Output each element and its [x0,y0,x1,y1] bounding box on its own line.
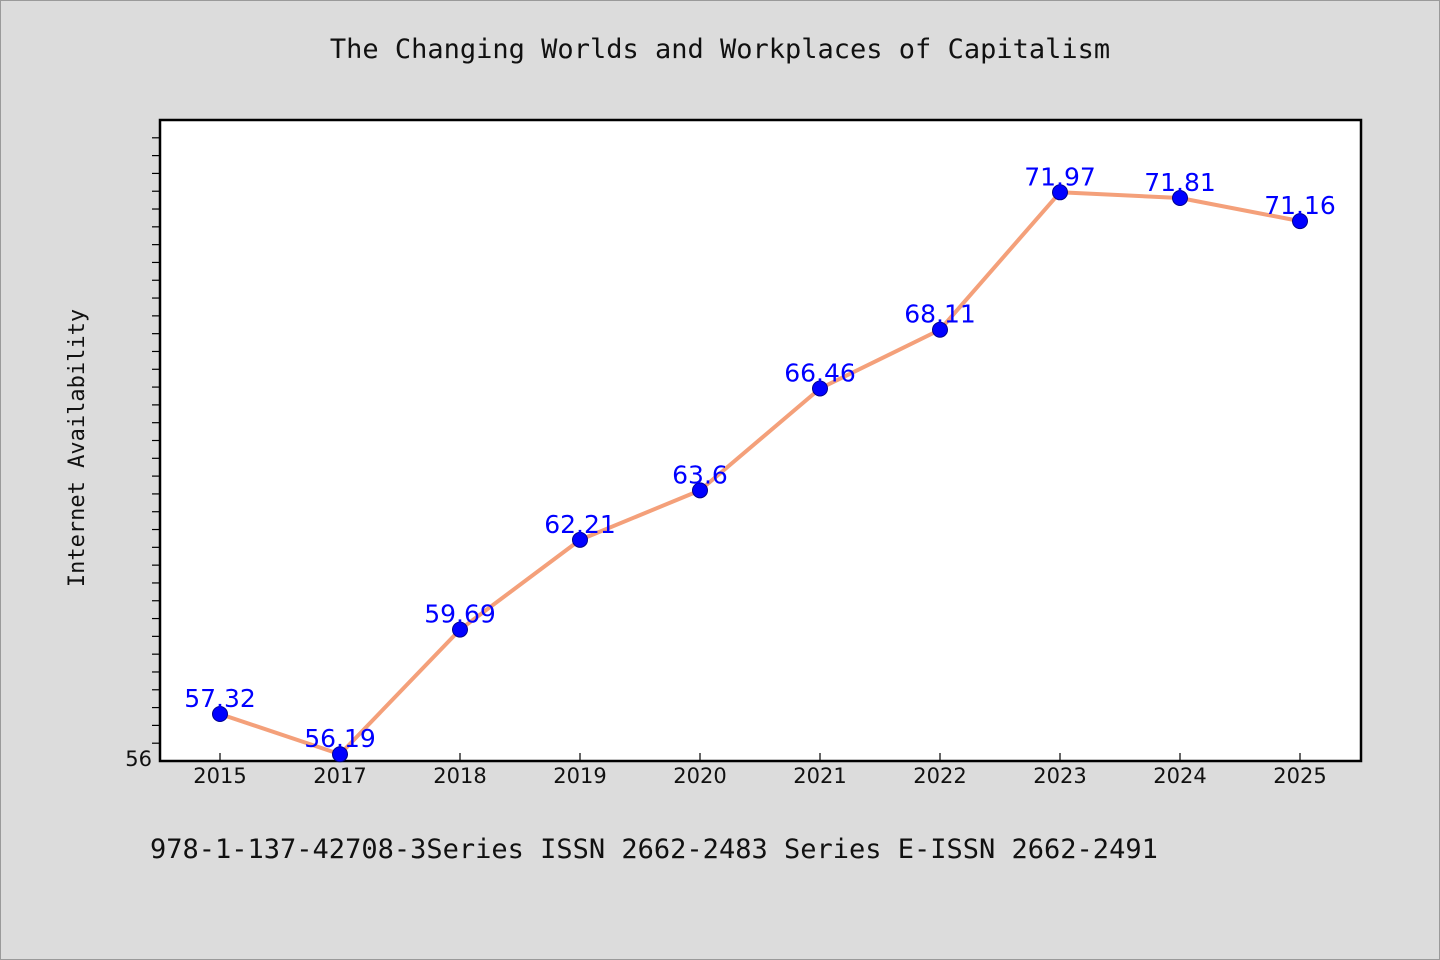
data-label: 59.69 [424,600,496,629]
data-label: 57.32 [184,684,256,713]
data-label: 68.11 [904,300,976,329]
footer-text: 978-1-137-42708-3Series ISSN 2662-2483 S… [150,834,1158,865]
data-labels: 57.32 56.19 59.69 62.21 63.6 66.46 68.11 71.97 7… [184,162,1336,753]
chart-title: The Changing Worlds and Workplaces of Ca… [329,34,1111,65]
data-label: 71.16 [1264,191,1336,220]
x-tick-label: 2017 [313,764,366,788]
data-point [332,746,348,763]
data-point [452,621,468,638]
x-tick-label: 2021 [793,764,846,788]
x-tick-label: 2019 [553,764,606,788]
x-tick-label: 2018 [433,764,486,788]
series-group [212,184,1308,763]
data-point [572,531,588,548]
y-axis-label: Internet Availability [65,309,90,587]
data-label: 66.46 [784,359,856,388]
y-tick-label: 56 [125,747,152,771]
data-label: 56.19 [304,724,376,753]
data-label: 71.81 [1144,168,1216,197]
data-point [1292,213,1308,230]
data-point [932,321,948,338]
data-label: 71.97 [1024,162,1096,191]
data-label: 63.6 [672,460,728,489]
x-tick-label: 2024 [1153,764,1206,788]
x-tick-label: 2020 [673,764,726,788]
data-point [812,380,828,397]
data-point [1172,189,1188,206]
x-tick-label: 2022 [913,764,966,788]
x-tick-label: 2015 [193,764,246,788]
x-tick-label: 2023 [1033,764,1086,788]
data-label: 62.21 [544,510,616,539]
data-point [1052,184,1068,201]
data-point [692,482,708,499]
y-axis-ticks: 56 [125,137,160,771]
x-axis-ticks: 2015 2017 2018 2019 2020 2021 2022 2023 2024 2025 [193,753,1327,788]
data-point [212,705,228,722]
series-line [219,190,1301,757]
x-tick-label: 2025 [1273,764,1326,788]
